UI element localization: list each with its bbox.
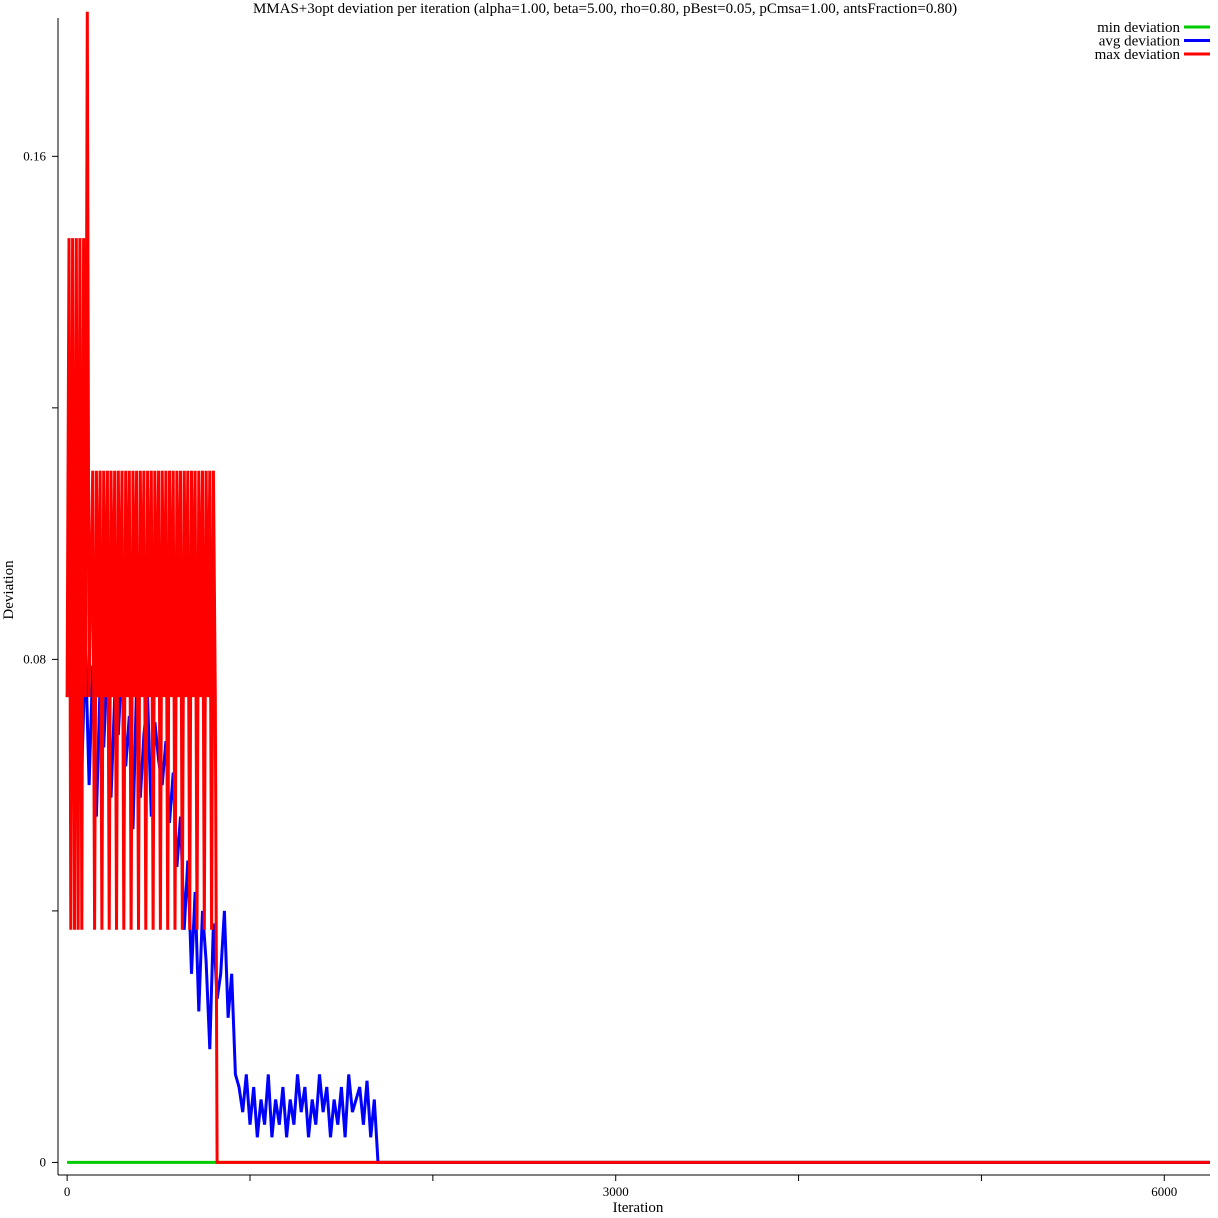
y-tick-label: 0 (40, 1154, 47, 1169)
legend-label: max deviation (1095, 47, 1181, 63)
plot-area: 0 0.08 0.16 0 3000 6000 (23, 11, 1210, 1199)
x-tick-label: 6000 (1151, 1184, 1177, 1199)
x-tick-label: 3000 (603, 1184, 629, 1199)
y-axis-label: Deviation (1, 560, 17, 620)
series-line-avg-deviation (65, 609, 1210, 1164)
legend-label: min deviation (1097, 20, 1180, 36)
legend-label: avg deviation (1099, 34, 1181, 50)
x-tick-label: 0 (64, 1184, 71, 1199)
series-line-max-deviation (65, 11, 1210, 1164)
y-tick-label: 0.08 (23, 651, 46, 666)
chart-title: MMAS+3opt deviation per iteration (alpha… (253, 1, 957, 17)
x-axis-label: Iteration (613, 1200, 664, 1216)
y-tick-label: 0.16 (23, 148, 46, 163)
